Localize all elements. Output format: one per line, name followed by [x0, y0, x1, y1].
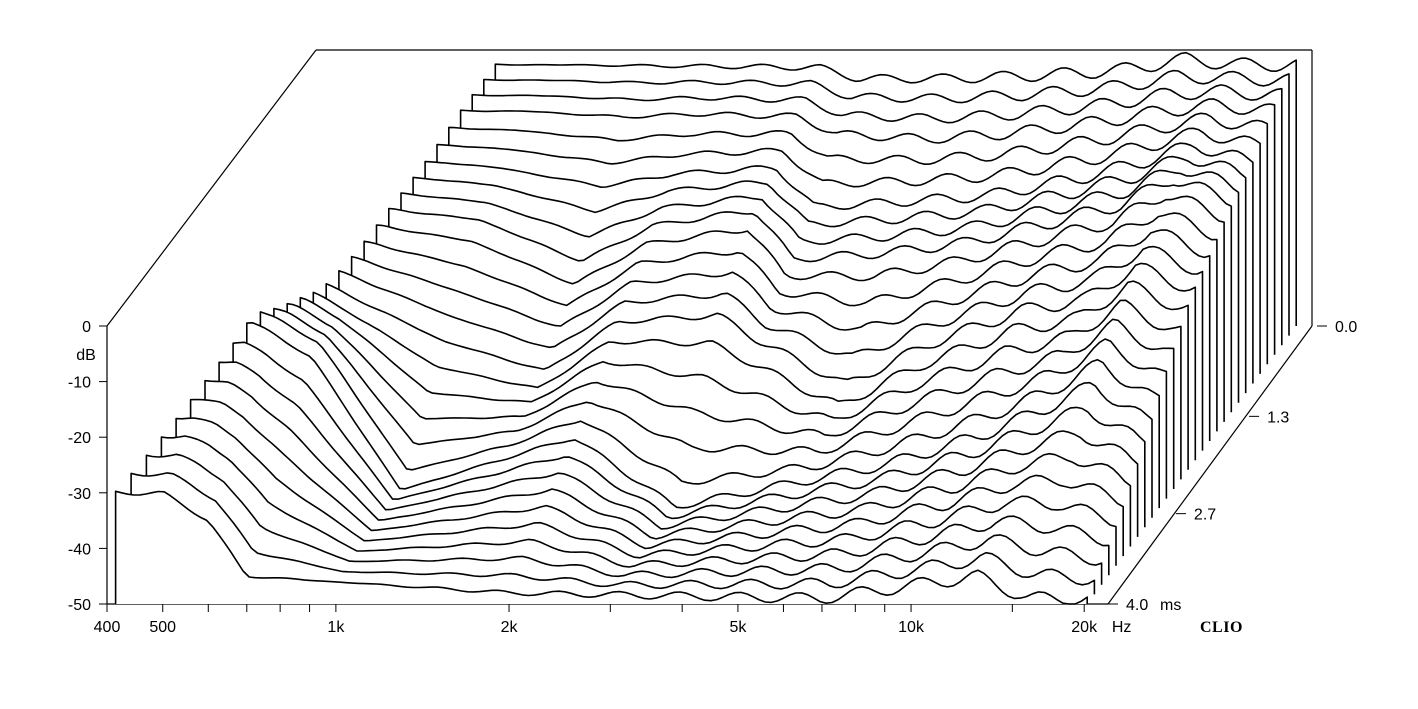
- y-tick-label: -20: [68, 430, 91, 447]
- waterfall-slice: [232, 341, 1146, 528]
- waterfall-slice: [114, 490, 1088, 605]
- y-tick-label: -10: [68, 375, 91, 392]
- x-tick-label: 400: [94, 619, 121, 636]
- y-axis-unit: dB: [76, 347, 96, 364]
- x-tick-label: 500: [149, 619, 176, 636]
- waterfall-slices: [114, 51, 1297, 605]
- brand-logo: CLIO: [1200, 619, 1243, 636]
- z-tick-label: 0.0: [1335, 319, 1357, 336]
- z-tick-label: 2.7: [1194, 507, 1216, 524]
- y-tick-label: -40: [68, 541, 91, 558]
- y-tick-label: -50: [68, 597, 91, 614]
- waterfall-slice: [218, 361, 1139, 537]
- x-tick-label: 1k: [327, 619, 345, 636]
- x-tick-label: 10k: [898, 619, 925, 636]
- z-tick-label: 4.0: [1126, 597, 1148, 614]
- frame-left-diagonal: [106, 49, 317, 327]
- chart-axes: 0 -10 -20 -30 -40 -50 dB 400 500 1k 2k 5k 10k 20k Hz 0.…: [68, 319, 1357, 636]
- x-tick-label: 20k: [1071, 619, 1098, 636]
- y-tick-label: -30: [68, 486, 91, 503]
- x-tick-label: 2k: [501, 619, 519, 636]
- x-tick-label: 5k: [729, 619, 747, 636]
- y-tick-label: 0: [82, 319, 91, 336]
- x-axis-unit: Hz: [1112, 619, 1132, 636]
- waterfall-slice: [246, 322, 1153, 518]
- z-tick-label: 1.3: [1267, 409, 1289, 426]
- frame-right-diagonal: [1107, 325, 1313, 605]
- z-axis-unit: ms: [1160, 597, 1181, 614]
